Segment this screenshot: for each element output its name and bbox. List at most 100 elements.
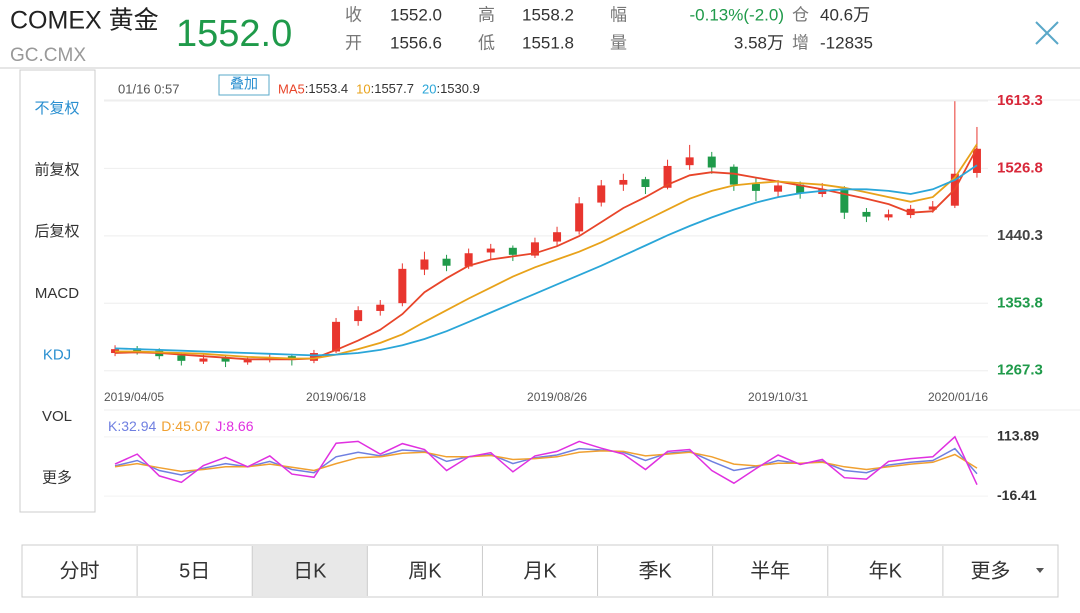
- y-tick-label: 1440.3: [997, 227, 1043, 244]
- candle-body: [751, 183, 760, 191]
- x-tick-label: 2019/04/05: [104, 390, 164, 404]
- tab-bar: [21, 544, 1059, 598]
- ma-legend-value: :1557.7: [371, 81, 414, 96]
- candle-body: [641, 179, 650, 187]
- series-line: [114, 450, 978, 473]
- candle-body: [774, 185, 783, 192]
- side-menu-item[interactable]: KDJ: [43, 346, 71, 363]
- stat-value: -12835: [820, 33, 873, 52]
- side-menu-item[interactable]: 后复权: [34, 222, 79, 240]
- side-menu-item[interactable]: 不复权: [34, 99, 79, 117]
- candle-body: [575, 203, 584, 232]
- candle-body: [420, 259, 429, 270]
- tab[interactable]: 更多: [970, 559, 1010, 582]
- kdj-legend: D:45.07: [161, 418, 210, 434]
- ma-value: 1557.7: [374, 81, 414, 96]
- y-tick-label: 1267.3: [997, 362, 1043, 379]
- instrument-code: GC.CMX: [10, 45, 86, 66]
- colon: :: [371, 81, 375, 96]
- stat-value: -0.13%(-2.0): [690, 5, 784, 24]
- stat-value: 1552.0: [390, 5, 442, 24]
- overlay-button-label[interactable]: 叠加: [230, 76, 258, 92]
- candle-body: [597, 185, 606, 203]
- stat-value: 1551.8: [522, 33, 574, 52]
- stat-value: 1556.6: [390, 33, 442, 52]
- time-label: 01/16 0:57: [118, 81, 179, 96]
- kdj-legend: K:32.94: [108, 418, 156, 434]
- candle-body: [530, 242, 539, 256]
- x-tick-label: 2019/06/18: [306, 390, 366, 404]
- candle-body: [796, 184, 805, 194]
- stat-label: 仓: [792, 5, 809, 24]
- tab[interactable]: 月K: [523, 560, 557, 582]
- series-line: [114, 164, 978, 357]
- instrument-name: COMEX 黄金: [10, 7, 159, 35]
- side-menu-item[interactable]: VOL: [42, 408, 72, 425]
- ma-value: 1530.9: [440, 81, 480, 96]
- y-tick-label: 1613.3: [997, 92, 1043, 109]
- candle-body: [663, 165, 672, 188]
- side-menu-item[interactable]: 更多: [42, 470, 72, 487]
- candle-body: [619, 179, 628, 185]
- ma-legend-name: 20: [422, 81, 436, 96]
- kdj-value: 45.07: [175, 418, 210, 434]
- candle-body: [840, 188, 849, 213]
- stat-value: 40.6万: [820, 5, 870, 24]
- colon: :: [436, 81, 440, 96]
- candle-body: [177, 355, 186, 361]
- y-tick-label: 1526.8: [997, 159, 1043, 176]
- series-line: [115, 143, 978, 360]
- kdj-name: K: [108, 418, 118, 434]
- candle-body: [928, 206, 937, 210]
- candle-body: [354, 310, 363, 322]
- kdj-name: J: [215, 418, 222, 434]
- stat-label: 低: [478, 33, 495, 52]
- tab[interactable]: 季K: [638, 559, 672, 582]
- candle-body: [309, 353, 318, 361]
- candle-body: [508, 247, 517, 255]
- dropdown-arrow: [1036, 568, 1044, 573]
- stat-label: 高: [478, 5, 495, 24]
- x-tick-label: 2019/10/31: [748, 390, 808, 404]
- candle-body: [884, 214, 893, 218]
- side-menu: [19, 69, 96, 513]
- series-line: [114, 147, 978, 361]
- candle-body: [442, 258, 451, 266]
- x-tick-label: 2020/01/16: [928, 390, 988, 404]
- stat-label: 开: [345, 33, 362, 52]
- tab[interactable]: 年K: [869, 559, 903, 582]
- overlay-button[interactable]: [218, 74, 270, 96]
- candle-body: [221, 357, 230, 362]
- kdj-value: 32.94: [121, 418, 156, 434]
- candle-body: [729, 166, 738, 185]
- stat-label: 幅: [610, 5, 627, 24]
- stat-value: 3.58万: [734, 33, 784, 52]
- tab[interactable]: 分时: [60, 559, 100, 582]
- candle-body: [398, 268, 407, 304]
- candle-body: [486, 248, 495, 253]
- ma-legend-value: :1530.9: [436, 81, 479, 96]
- ma-legend-name: 10: [356, 81, 370, 96]
- kdj-legend: J:8.66: [215, 418, 253, 434]
- y-tick-label: 113.89: [997, 428, 1039, 444]
- colon: :: [305, 81, 309, 96]
- candle-body: [199, 358, 208, 362]
- candle-body: [553, 232, 562, 242]
- tab[interactable]: 半年: [750, 559, 790, 582]
- tab[interactable]: 日K: [293, 560, 327, 582]
- ma-legend-value: :1553.4: [305, 81, 348, 96]
- stat-label: 收: [345, 5, 362, 24]
- kdj-value: 8.66: [226, 418, 253, 434]
- candle-body: [707, 156, 716, 168]
- side-menu-item[interactable]: 前复权: [34, 161, 79, 179]
- side-menu-item[interactable]: MACD: [35, 285, 79, 302]
- tab[interactable]: 周K: [408, 560, 442, 582]
- tab[interactable]: 5日: [179, 560, 210, 582]
- candle-body: [862, 211, 871, 217]
- stat-label: 增: [792, 33, 809, 52]
- colon: :: [117, 418, 121, 434]
- close-icon[interactable]: [1035, 21, 1059, 45]
- stat-value: 1558.2: [522, 5, 574, 24]
